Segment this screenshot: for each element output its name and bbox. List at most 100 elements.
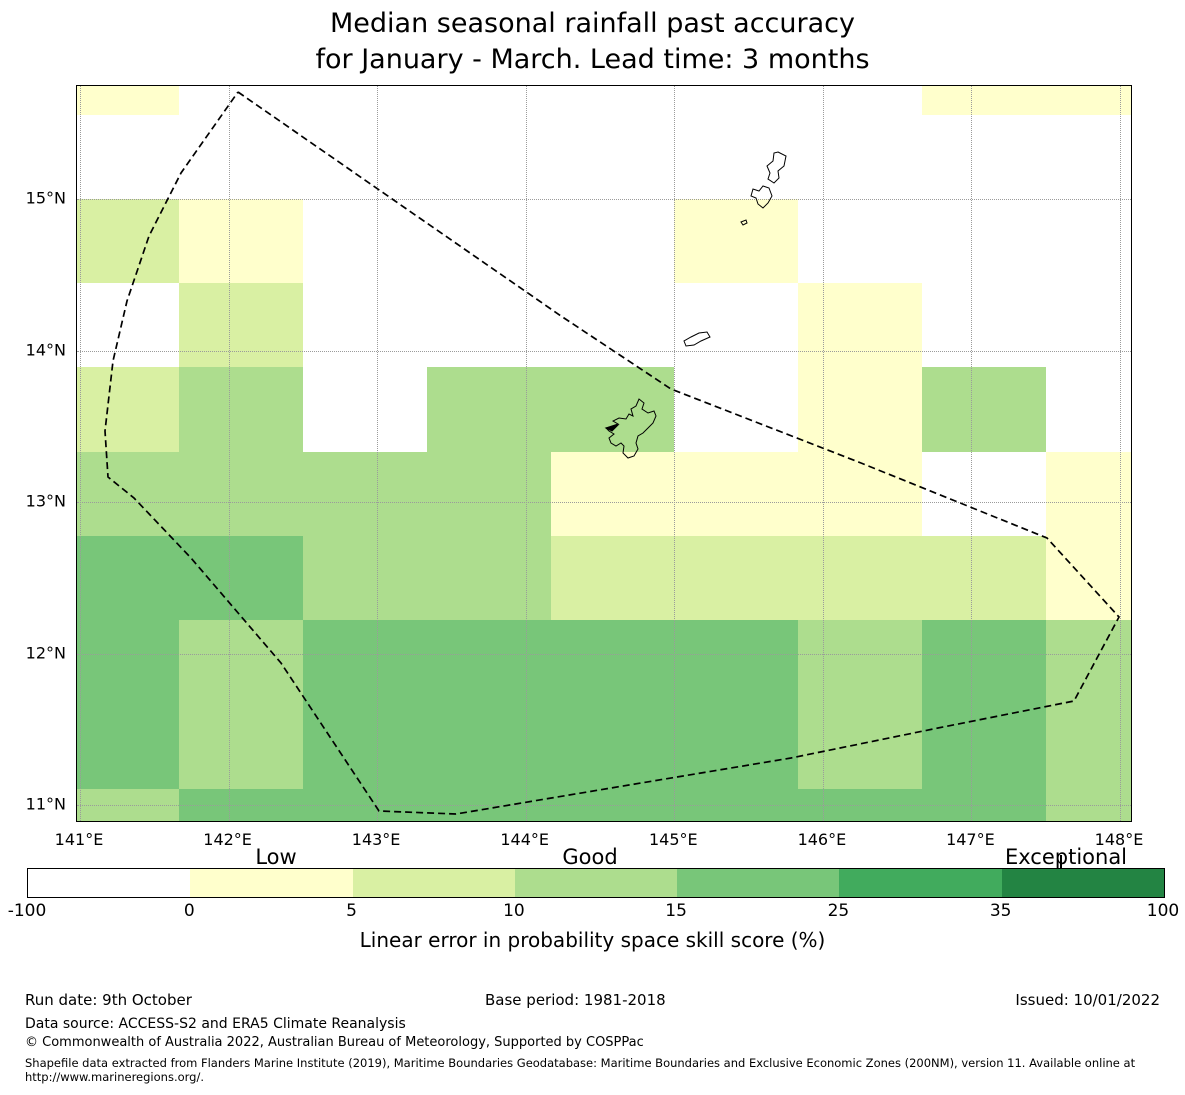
colorbar-tick-label: 0 xyxy=(183,901,195,921)
map-cell xyxy=(303,452,427,536)
parallel-gridline xyxy=(77,653,1131,655)
x-tick-label: 144°E xyxy=(500,830,550,849)
map-cell xyxy=(77,704,179,789)
map-cell xyxy=(798,536,922,620)
map-cell xyxy=(551,367,674,452)
x-tick-label: 146°E xyxy=(797,830,847,849)
parallel-gridline xyxy=(77,350,1131,352)
scale-word-low: Low xyxy=(255,845,297,869)
map-cell xyxy=(179,452,303,536)
map-cell xyxy=(77,86,179,115)
colorbar-tick-label: 10 xyxy=(503,901,525,921)
map-cell xyxy=(179,536,303,620)
colorbar-tick-label: 5 xyxy=(346,901,358,921)
colorbar-tick-label: 100 xyxy=(1146,901,1180,921)
scale-word-exceptional: Exceptional xyxy=(1004,845,1128,869)
map-cell xyxy=(303,704,427,789)
footer-data-source: Data source: ACCESS-S2 and ERA5 Climate … xyxy=(25,1016,406,1032)
footer-base-period: Base period: 1981-2018 xyxy=(485,991,666,1009)
map-plot-area xyxy=(76,85,1132,822)
map-cell xyxy=(77,620,179,704)
map-cell xyxy=(798,283,922,367)
colorbar-segment xyxy=(190,869,353,897)
map-cell xyxy=(1046,536,1131,620)
colorbar-tick-label: -100 xyxy=(7,901,47,921)
meridian-gridline xyxy=(80,86,81,821)
x-tick-label: 145°E xyxy=(648,830,698,849)
scale-word-good: Good xyxy=(562,845,618,869)
colorbar-segment xyxy=(352,869,515,897)
page-title-line1: Median seasonal rainfall past accuracy xyxy=(330,8,855,39)
meridian-gridline xyxy=(228,86,230,821)
map-cell xyxy=(179,367,303,452)
map-cell xyxy=(179,199,303,283)
colorbar-tick-label: 35 xyxy=(989,901,1012,921)
colorbar-segment xyxy=(514,869,678,897)
map-cell xyxy=(551,620,674,704)
colorbar-segment xyxy=(677,869,840,897)
map-cell xyxy=(922,620,1046,704)
x-tick-label: 142°E xyxy=(203,830,252,849)
island-outline-aguijan xyxy=(740,219,748,226)
map-cell xyxy=(179,704,303,789)
map-cell xyxy=(551,536,674,620)
eez-boundary-dashed-line xyxy=(104,91,1121,815)
map-cell xyxy=(922,536,1046,620)
map-cell xyxy=(674,536,798,620)
map-cell xyxy=(551,452,674,536)
meridian-gridline xyxy=(1120,86,1121,821)
y-tick-label: 13°N xyxy=(25,491,66,511)
map-cell xyxy=(922,86,1046,115)
map-cell xyxy=(179,283,303,367)
x-tick-label: 141°E xyxy=(54,830,104,849)
colorbar-segment xyxy=(1001,869,1164,897)
footer-copyright: © Commonwealth of Australia 2022, Austra… xyxy=(25,1035,644,1050)
map-cell xyxy=(674,452,798,536)
page-title-line2: for January - March. Lead time: 3 months xyxy=(315,44,870,75)
map-cell xyxy=(674,620,798,704)
map-cell xyxy=(674,199,798,283)
map-cell xyxy=(77,199,179,283)
parallel-gridline xyxy=(77,805,1131,806)
island-outline-saipan xyxy=(766,151,787,184)
island-outline-rota xyxy=(683,331,711,347)
x-tick-label: 143°E xyxy=(351,830,401,849)
island-outline-guam xyxy=(605,398,657,459)
map-cell xyxy=(1046,704,1131,789)
meridian-gridline xyxy=(971,86,973,821)
colorbar-marker-tick xyxy=(1060,855,1062,868)
y-tick-label: 15°N xyxy=(25,188,66,208)
x-tick-label: 148°E xyxy=(1094,830,1144,849)
footer-run-date: Run date: 9th October xyxy=(25,991,192,1009)
map-cell xyxy=(922,367,1046,452)
map-cell xyxy=(77,367,179,452)
colorbar-tick-label: 15 xyxy=(665,901,687,921)
footer-shapefile-attribution: Shapefile data extracted from Flanders M… xyxy=(25,1056,1136,1084)
map-cell xyxy=(798,704,922,789)
map-cell xyxy=(427,367,551,452)
colorbar xyxy=(27,868,1165,898)
map-cell xyxy=(1046,620,1131,704)
map-cell xyxy=(427,452,551,536)
map-cell xyxy=(427,704,551,789)
map-cell xyxy=(798,452,922,536)
y-tick-label: 14°N xyxy=(25,340,66,359)
colorbar-axis-label: Linear error in probability space skill … xyxy=(359,928,826,952)
meridian-gridline xyxy=(377,86,379,821)
map-cell xyxy=(427,536,551,620)
map-cell xyxy=(1046,452,1131,536)
parallel-gridline xyxy=(77,502,1131,503)
colorbar-tick-label: 25 xyxy=(827,901,850,921)
map-shapes-overlay xyxy=(104,91,1121,815)
map-cell xyxy=(798,620,922,704)
colorbar-segment xyxy=(839,869,1002,897)
map-cell xyxy=(77,452,179,536)
y-tick-label: 12°N xyxy=(25,643,66,662)
island-outline-guam_harbor_wedge xyxy=(604,424,620,432)
colorbar-segment xyxy=(28,869,191,897)
map-cell xyxy=(303,620,427,704)
footer-issued-date: Issued: 10/01/2022 xyxy=(1015,991,1160,1009)
map-cell xyxy=(798,367,922,452)
map-cell xyxy=(179,620,303,704)
meridian-gridline xyxy=(525,86,527,821)
